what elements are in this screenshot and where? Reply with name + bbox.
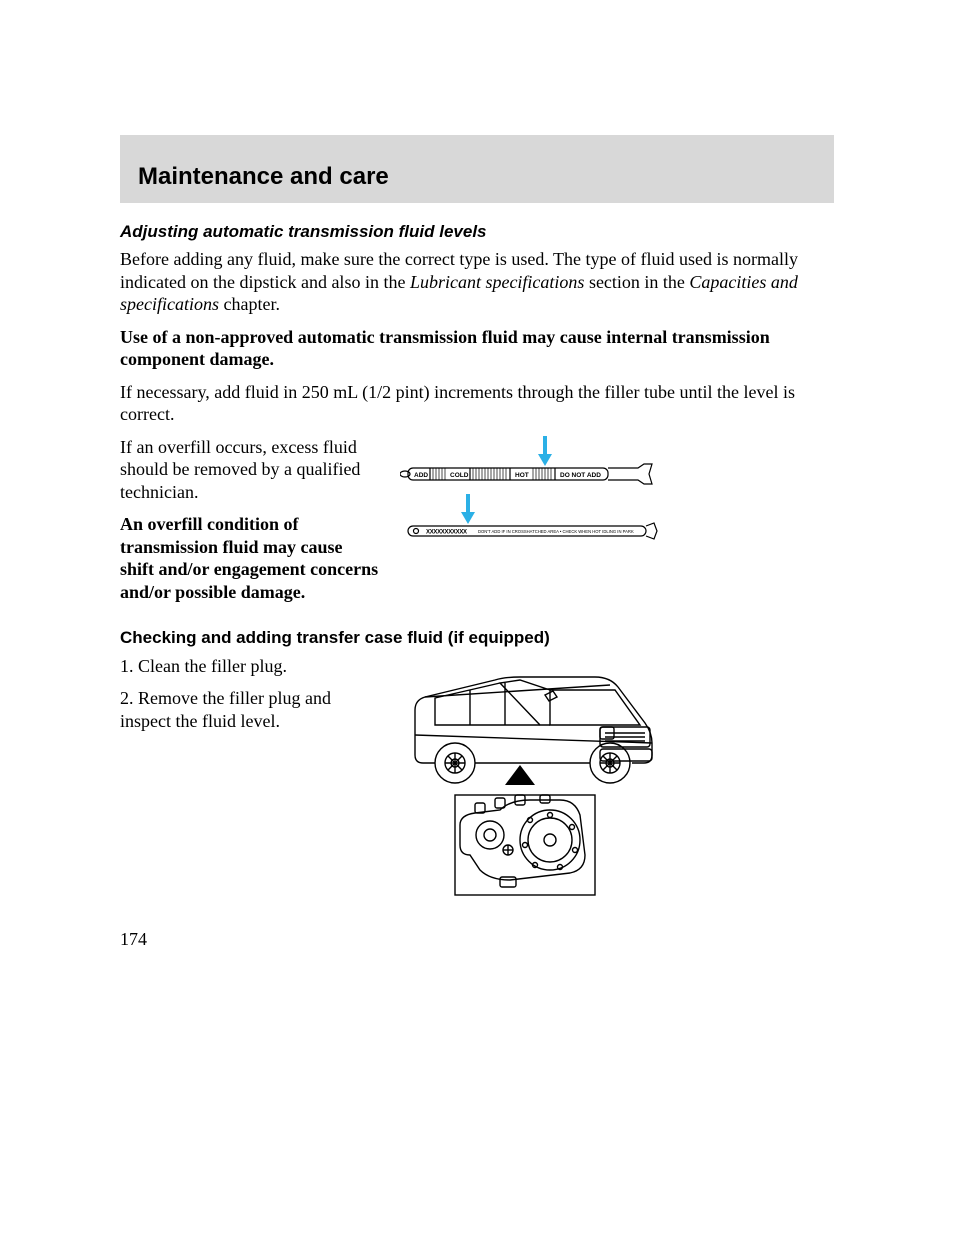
text-fragment: section in the <box>584 272 689 292</box>
section2-step-2: 2. Remove the filler plug and inspect th… <box>120 687 380 732</box>
right-column <box>400 655 834 920</box>
dipstick-label-cold: COLD <box>450 472 469 479</box>
section1-warning-2: An overfill condition of transmission fl… <box>120 513 380 603</box>
dipstick-figure: ADD COLD HOT DO NOT ADD XXXX <box>400 436 660 546</box>
page-title: Maintenance and care <box>138 163 816 191</box>
two-column-row-1: If an overfill occurs, excess fluid shou… <box>120 436 834 614</box>
dipstick-label-add: ADD <box>414 472 428 479</box>
section1-warning-1: Use of a non-approved automatic transmis… <box>120 326 834 371</box>
arrow-icon <box>461 494 475 524</box>
callout-triangle-icon <box>505 765 535 785</box>
dipstick-bottom-text: DON'T ADD IF IN CROSSHATCHED AREA • CHEC… <box>478 529 634 534</box>
two-column-row-2: 1. Clean the filler plug. 2. Remove the … <box>120 655 834 920</box>
dipstick-label-donotadd: DO NOT ADD <box>560 472 601 479</box>
page: Maintenance and care Adjusting automatic… <box>0 0 954 1235</box>
left-column: 1. Clean the filler plug. 2. Remove the … <box>120 655 380 920</box>
dipstick-label-hot: HOT <box>515 472 529 479</box>
section2-heading: Checking and adding transfer case fluid … <box>120 627 834 648</box>
right-column: ADD COLD HOT DO NOT ADD XXXX <box>400 436 834 614</box>
text-italic: Lubricant specifications <box>410 272 585 292</box>
arrow-icon <box>538 436 552 466</box>
transfer-case-detail <box>455 795 595 895</box>
dipstick-xpattern: XXXXXXXXXXX <box>426 529 467 535</box>
section1-paragraph-3: If an overfill occurs, excess fluid shou… <box>120 436 380 504</box>
section2-step-1: 1. Clean the filler plug. <box>120 655 380 678</box>
section1-paragraph-2: If necessary, add fluid in 250 mL (1/2 p… <box>120 381 834 426</box>
vehicle-figure <box>400 655 660 920</box>
text-fragment: chapter. <box>219 294 280 314</box>
section1-paragraph-1: Before adding any fluid, make sure the c… <box>120 248 834 316</box>
left-column: If an overfill occurs, excess fluid shou… <box>120 436 380 614</box>
section1-heading: Adjusting automatic transmission fluid l… <box>120 221 834 242</box>
page-number: 174 <box>120 929 147 950</box>
vehicle-icon <box>415 677 652 783</box>
page-header: Maintenance and care <box>120 135 834 203</box>
